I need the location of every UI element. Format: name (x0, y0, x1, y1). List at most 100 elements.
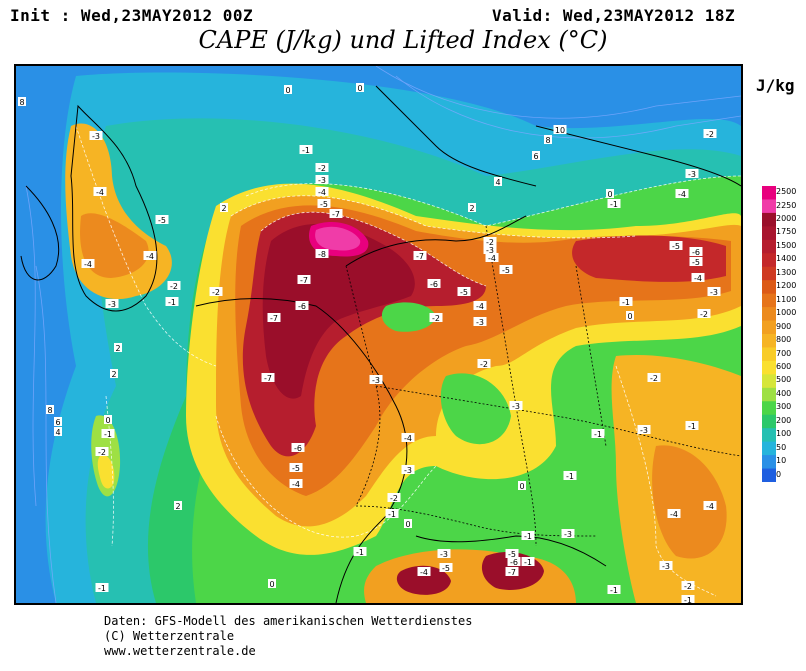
li-label: -4 (146, 252, 154, 261)
li-label: -5 (502, 266, 510, 275)
legend-tick-label: 10 (776, 456, 787, 466)
li-label-box (669, 241, 683, 250)
li-label: -5 (292, 464, 300, 473)
cape-region-west-core (80, 213, 149, 278)
cape-region-east-core (652, 445, 727, 559)
li-label-box (267, 313, 281, 322)
li-label: -1 (594, 430, 602, 439)
li-label: -5 (158, 216, 166, 225)
li-label: -5 (460, 288, 468, 297)
li-label: -2 (170, 282, 178, 291)
li-label: -2 (98, 448, 106, 457)
footer-url[interactable]: www.wetterzentrale.de (104, 644, 256, 658)
li-label: -4 (318, 188, 326, 197)
li-label: -1 (524, 558, 532, 567)
li-label: -2 (432, 314, 440, 323)
li-label-box (473, 317, 487, 326)
li-label-box (284, 85, 292, 94)
legend-tick-label: 300 (776, 402, 792, 412)
cape-map: 8 -3 -4 -5 -4 -4 -2 -1 -3 -2 2 0 -1 -2 -3 -4 -5 -7 -8 -7 -6-… (14, 64, 743, 605)
li-label: 0 (357, 84, 362, 93)
li-label: 2 (175, 502, 180, 511)
li-label-box (667, 509, 681, 518)
legend-swatch (762, 387, 776, 402)
li-label: -2 (480, 360, 488, 369)
li-label-box (483, 245, 497, 254)
li-label: 2 (221, 204, 226, 213)
li-label: 4 (55, 428, 60, 437)
li-label-box (209, 287, 223, 296)
li-label: 2 (111, 370, 116, 379)
li-label: -5 (508, 550, 516, 559)
li-label-box (521, 557, 535, 566)
li-label-box (268, 579, 276, 588)
legend-swatch (762, 374, 776, 389)
legend-tick-label: 200 (776, 415, 792, 425)
li-label-box (429, 313, 443, 322)
li-label-box (439, 563, 453, 572)
legend-swatch (762, 293, 776, 308)
legend-tick-label: 600 (776, 361, 792, 371)
li-label-box (626, 311, 634, 320)
li-label: -2 (486, 238, 494, 247)
li-label-box (95, 583, 109, 592)
cape-region-2250 (315, 226, 361, 251)
li-label-box (401, 433, 415, 442)
li-label-box (369, 375, 383, 384)
li-label-box (703, 501, 717, 510)
li-label: -4 (84, 260, 92, 269)
li-label-box (46, 405, 54, 414)
li-label-box (289, 463, 303, 472)
li-label-box (104, 415, 112, 424)
li-label: -8 (318, 250, 326, 259)
li-label: -3 (662, 562, 670, 571)
li-label-box (220, 203, 228, 212)
li-label-box (54, 427, 62, 436)
li-label-box (417, 567, 431, 576)
li-label: -1 (524, 532, 532, 541)
li-label-box (681, 581, 695, 590)
legend-tick-label: 50 (776, 442, 787, 452)
legend-tick-label: 1100 (776, 294, 797, 304)
li-label-box (114, 343, 122, 352)
li-label: -2 (684, 582, 692, 591)
legend-swatch (762, 266, 776, 281)
li-label-box (685, 421, 699, 430)
li-label-box (691, 273, 705, 282)
li-label-box (356, 83, 364, 92)
li-label: -4 (488, 254, 496, 263)
li-label: -3 (372, 376, 380, 385)
li-label: 0 (269, 580, 274, 589)
li-label-box (110, 369, 118, 378)
legend-swatch (762, 307, 776, 322)
legend-tick-label: 1500 (776, 240, 797, 250)
legend-swatch (762, 455, 776, 470)
li-label-box (473, 301, 487, 310)
li-label-box (89, 131, 103, 140)
li-label: -7 (508, 568, 516, 577)
li-label: -5 (672, 242, 680, 251)
legend-swatch (762, 199, 776, 214)
li-label: -2 (318, 164, 326, 173)
li-label: -1 (388, 510, 396, 519)
li-label-box (295, 301, 309, 310)
li-label-box (499, 265, 513, 274)
li-label-box (387, 493, 401, 502)
li-label: -1 (98, 584, 106, 593)
li-label-box (607, 199, 621, 208)
borders (345, 225, 741, 547)
li-label-box (329, 209, 343, 218)
legend-tick-label: 2500 (776, 187, 797, 196)
legend-swatch (762, 360, 776, 375)
li-label-box (315, 187, 329, 196)
li-label: -1 (302, 146, 310, 155)
li-label-box (93, 187, 107, 196)
li-label-box (289, 479, 303, 488)
li-label-box (685, 169, 699, 178)
li-label-box (703, 129, 717, 138)
legend-tick-label: 1000 (776, 308, 797, 318)
legend-tick-label: 900 (776, 321, 792, 331)
legend-swatch (762, 186, 776, 200)
li-label: -4 (404, 434, 412, 443)
li-label-box (505, 549, 519, 558)
